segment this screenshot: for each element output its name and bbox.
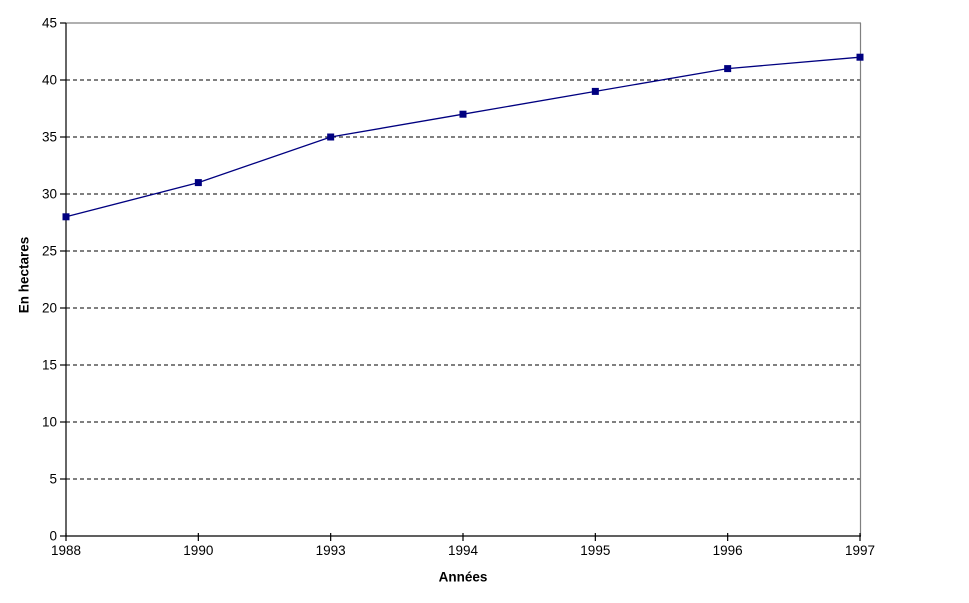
y-tick-label: 30 xyxy=(42,187,57,202)
y-tick-label: 35 xyxy=(42,130,57,145)
x-tick-label: 1996 xyxy=(713,543,743,558)
y-tick-label: 40 xyxy=(42,73,57,88)
y-tick-label: 45 xyxy=(42,16,57,31)
x-tick-label: 1994 xyxy=(448,543,479,558)
data-point-marker xyxy=(62,213,70,221)
y-axis-title: En hectares xyxy=(16,236,32,314)
x-tick-label: 1997 xyxy=(845,543,875,558)
data-point-marker xyxy=(194,179,202,187)
x-tick-label: 1995 xyxy=(580,543,610,558)
y-tick-label: 25 xyxy=(42,244,57,259)
y-tick-label: 5 xyxy=(49,472,57,487)
data-point-marker xyxy=(327,133,335,141)
y-tick-label: 10 xyxy=(42,415,57,430)
data-point-marker xyxy=(724,65,732,73)
x-tick-label: 1990 xyxy=(183,543,213,558)
data-point-marker xyxy=(591,87,599,95)
y-tick-label: 20 xyxy=(42,301,57,316)
x-tick-label: 1988 xyxy=(51,543,81,558)
y-tick-label: 15 xyxy=(42,358,57,373)
data-point-marker xyxy=(856,53,864,61)
y-tick-label: 0 xyxy=(49,529,57,544)
data-point-marker xyxy=(459,110,467,118)
x-tick-label: 1993 xyxy=(316,543,346,558)
x-axis-title: Années xyxy=(438,569,488,585)
